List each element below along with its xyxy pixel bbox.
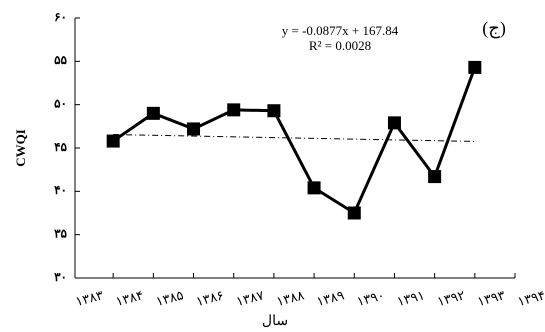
data-point (307, 181, 321, 195)
data-point (227, 103, 241, 117)
x-tick-label: ۱۳۹۴ (516, 287, 545, 309)
x-tick-label: ۱۳۸۴ (114, 287, 145, 309)
x-tick-label: ۱۳۹۲ (435, 287, 466, 309)
x-tick-label: ۱۳۹۱ (395, 287, 426, 309)
data-point (347, 206, 361, 220)
x-tick-label: ۱۳۹۳ (476, 287, 507, 309)
x-tick-label: ۱۳۸۹ (315, 287, 346, 309)
data-point (387, 116, 401, 130)
x-tick-label: ۱۳۸۶ (194, 287, 225, 309)
trend-equation: y = -0.0877x + 167.84 (282, 23, 399, 38)
x-tick-label: ۱۳۸۳ (74, 287, 105, 309)
y-tick-label: ۳۰ (54, 270, 67, 284)
x-tick-label: ۱۳۸۸ (275, 287, 306, 309)
y-tick-label: ۳۵ (54, 226, 67, 240)
data-point (267, 104, 281, 118)
y-tick-label: ۵۵ (54, 53, 67, 67)
x-axis-label: سال (262, 314, 288, 329)
data-point (106, 134, 120, 148)
x-tick-label: ۱۳۸۷ (235, 287, 266, 309)
data-point (428, 170, 442, 184)
data-point (146, 106, 160, 120)
trend-r2: R² = 0.0028 (309, 38, 371, 53)
x-tick-label: ۱۳۸۵ (154, 287, 185, 309)
x-tick-label: ۱۳۹۰ (355, 287, 386, 309)
data-point (468, 60, 482, 74)
y-axis-label: CWQI (13, 129, 28, 167)
data-point (187, 122, 201, 136)
y-tick-label: ۴۵ (54, 140, 67, 154)
data-line (112, 66, 477, 216)
annotation: (ج) (482, 18, 506, 39)
y-tick-label: ۴۰ (54, 183, 67, 197)
trendline (113, 134, 475, 142)
y-tick-label: ۶۰ (54, 10, 67, 24)
y-tick-label: ۵۰ (54, 96, 67, 110)
